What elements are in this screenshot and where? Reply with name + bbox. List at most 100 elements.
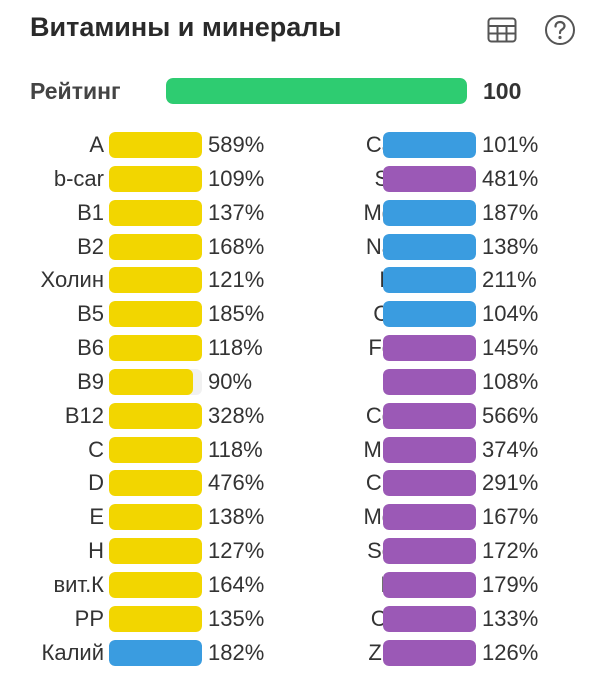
nutrient-bar <box>109 571 202 598</box>
nutrient-row: Cu 291% <box>290 466 580 500</box>
nutrient-row: F179% <box>290 568 580 602</box>
nutrient-percent: 126% <box>482 639 539 665</box>
nutrient-bar <box>109 605 202 632</box>
nutrient-row: Fe 145% <box>290 331 580 365</box>
nutrient-bar <box>109 132 202 158</box>
nutrient-row: B12 328% <box>0 399 290 433</box>
nutrient-bar-fill <box>383 436 476 463</box>
nutrient-row: B1 137% <box>0 196 290 230</box>
nutrient-bar-fill <box>383 402 476 429</box>
nutrient-percent: 90% <box>208 368 253 394</box>
nutrient-bar-fill <box>109 639 202 666</box>
rating-bar-fill <box>166 78 467 104</box>
nutrient-row: Холин 121% <box>0 263 290 297</box>
nutrient-label: b-car <box>53 165 104 191</box>
nutrient-label: Холин <box>40 267 104 293</box>
nutrient-row: Na 138% <box>290 230 580 264</box>
nutrient-bar-fill <box>109 368 193 395</box>
nutrient-percent: 108% <box>482 368 539 394</box>
nutrient-bar <box>109 165 202 192</box>
nutrient-percent: 172% <box>482 538 539 564</box>
nutrient-label: E <box>89 504 104 530</box>
nutrient-percent: 109% <box>208 165 265 191</box>
nutrient-bar <box>383 301 476 328</box>
nutrient-percent: 168% <box>208 233 265 259</box>
nutrient-bar <box>383 639 476 666</box>
nutrient-bar-fill <box>383 605 476 632</box>
nutrient-percent: 187% <box>482 199 539 225</box>
nutrient-percent: 121% <box>208 267 265 293</box>
nutrient-bar-fill <box>109 267 202 294</box>
rating-bar <box>166 78 467 104</box>
nutrient-percent: 127% <box>208 538 265 564</box>
nutrient-bar-fill <box>109 132 202 158</box>
nutrient-label: B2 <box>77 233 104 259</box>
rating-label: Рейтинг <box>30 78 121 104</box>
nutrient-percent: 374% <box>482 436 539 462</box>
section-title: Витамины и минералы <box>30 12 342 42</box>
nutrient-row: P211% <box>290 263 580 297</box>
nutrient-bar-fill <box>109 165 202 192</box>
nutrient-percent: 476% <box>208 470 265 496</box>
nutrient-label: H <box>88 538 104 564</box>
nutrient-percent: 138% <box>482 233 539 259</box>
nutrient-bar <box>383 470 476 497</box>
nutrient-bar-fill <box>383 571 476 598</box>
nutrient-bar <box>383 132 476 158</box>
nutrient-row: Co 566% <box>290 399 580 433</box>
nutrient-percent: 167% <box>482 504 539 530</box>
nutrient-row: D 476% <box>0 466 290 500</box>
nutrient-label: B5 <box>77 301 104 327</box>
nutrient-bar-fill <box>383 199 476 226</box>
nutrient-bar <box>383 368 476 395</box>
rating-value: 100 <box>483 78 522 104</box>
nutrient-bar <box>383 605 476 632</box>
nutrient-bar <box>109 402 202 429</box>
nutrient-row: Mg 187% <box>290 196 580 230</box>
nutrient-row: Cl104% <box>290 297 580 331</box>
nutrient-row: C 118% <box>0 433 290 467</box>
nutrient-row: B2 168% <box>0 230 290 264</box>
nutrient-row: Zn 126% <box>290 636 580 670</box>
nutrient-percent: 185% <box>208 301 265 327</box>
nutrient-bar <box>109 538 202 565</box>
nutrient-percent: 101% <box>482 132 539 157</box>
nutrient-bar <box>109 233 202 260</box>
nutrient-label: A <box>89 132 104 157</box>
nutrient-percent: 135% <box>208 605 265 631</box>
nutrient-bar <box>383 571 476 598</box>
nutrient-bar-fill <box>383 538 476 565</box>
nutrient-percent: 291% <box>482 470 539 496</box>
nutrient-bar-fill <box>109 335 202 362</box>
nutrient-percent: 211% <box>482 267 537 293</box>
nutrient-row: E 138% <box>0 500 290 534</box>
nutrient-bar <box>109 436 202 463</box>
nutrient-percent: 566% <box>482 402 539 428</box>
nutrient-bar <box>109 199 202 226</box>
nutrient-bar-fill <box>109 470 202 497</box>
nutrient-label: C <box>88 436 104 462</box>
nutrient-label: B12 <box>64 402 104 428</box>
nutrient-bar <box>383 402 476 429</box>
nutrient-bar-fill <box>383 335 476 362</box>
table-icon[interactable] <box>486 14 518 46</box>
nutrient-label: D <box>88 470 104 496</box>
nutrient-bar-fill <box>383 132 476 158</box>
nutrient-bar <box>383 267 476 294</box>
nutrient-label: вит.К <box>53 571 104 597</box>
nutrient-row: I108% <box>290 365 580 399</box>
nutrient-row: H 127% <box>0 534 290 568</box>
nutrient-percent: 328% <box>208 402 265 428</box>
nutrient-percent: 145% <box>482 335 539 361</box>
nutrient-bar-fill <box>383 368 476 395</box>
nutrient-bar <box>109 368 202 395</box>
nutrient-bar-fill <box>109 402 202 429</box>
nutrient-bar <box>383 504 476 531</box>
nutrient-label: PP <box>74 605 104 631</box>
nutrient-row: Ca 101% <box>290 128 580 162</box>
nutrient-row: A 589% <box>0 128 290 162</box>
vitamins-column: A 589% b-car 109% B1 137% B2 168% Холин 121% B5 185… <box>0 128 290 670</box>
nutrient-row: B9 90% <box>0 365 290 399</box>
help-circle-icon[interactable] <box>544 14 576 46</box>
